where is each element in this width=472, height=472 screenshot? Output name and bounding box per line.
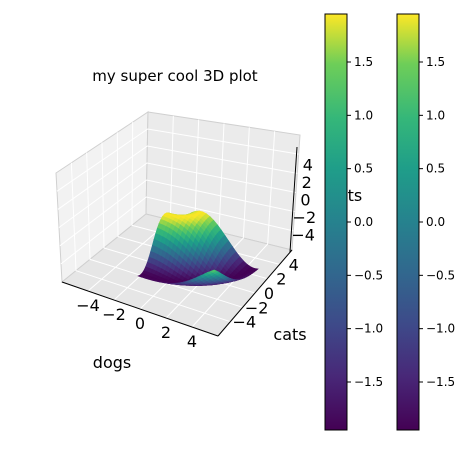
colorbar-tick-label: −0.5 [426, 268, 455, 282]
colorbar-tick-label: 0.5 [354, 162, 373, 176]
colorbar-tick-label: 1.5 [426, 55, 445, 69]
colorbar-tick-label: 1.5 [354, 55, 373, 69]
colorbar-tick-label: 0.5 [426, 162, 445, 176]
z-tick-label: −4 [291, 226, 315, 245]
colorbar-tick-label: −1.0 [426, 322, 455, 336]
colorbar-tick-label: 1.0 [354, 108, 373, 122]
colorbar-tick-label: 1.0 [426, 108, 445, 122]
colorbar-tick-label: 0.0 [354, 215, 373, 229]
colorbar-tick-label: −0.5 [354, 268, 383, 282]
colorbar-tick-label: −1.5 [354, 375, 383, 389]
colorbar: 1.5 1.0 0.5 0.0 −0.5 −1.0 −1.5 [397, 14, 455, 430]
colorbar: 1.5 1.0 0.5 0.0 −0.5 −1.0 −1.5 [325, 14, 383, 430]
colorbar-tick-label: −1.5 [426, 375, 455, 389]
colorbar-gradient [397, 14, 419, 430]
colorbars: 1.5 1.0 0.5 0.0 −0.5 −1.0 −1.5 1.5 1.0 0.5 0.0 −0.5… [325, 14, 455, 430]
colorbar-gradient [325, 14, 347, 430]
y-tick-label: 2 [276, 270, 286, 289]
x-tick-label: −4 [76, 296, 100, 315]
x-tick-label: 0 [135, 314, 145, 333]
x-axis-label: dogs [93, 353, 131, 372]
y-axis-label: cats [273, 325, 306, 344]
chart-title: my super cool 3D plot [92, 67, 258, 85]
y-tick-label: 4 [289, 255, 299, 274]
z-tick-label: 2 [302, 173, 312, 192]
colorbar-tick-label: 0.0 [426, 215, 445, 229]
z-tick-label: 0 [300, 191, 310, 210]
x-tick-label: −2 [102, 305, 126, 324]
y-tick-label: 0 [264, 284, 274, 303]
x-tick-label: 4 [187, 332, 197, 351]
z-tick-label: 4 [303, 156, 313, 175]
x-tick-label: 2 [161, 323, 171, 342]
colorbar-tick-label: −1.0 [354, 322, 383, 336]
z-tick-label: −2 [293, 208, 317, 227]
